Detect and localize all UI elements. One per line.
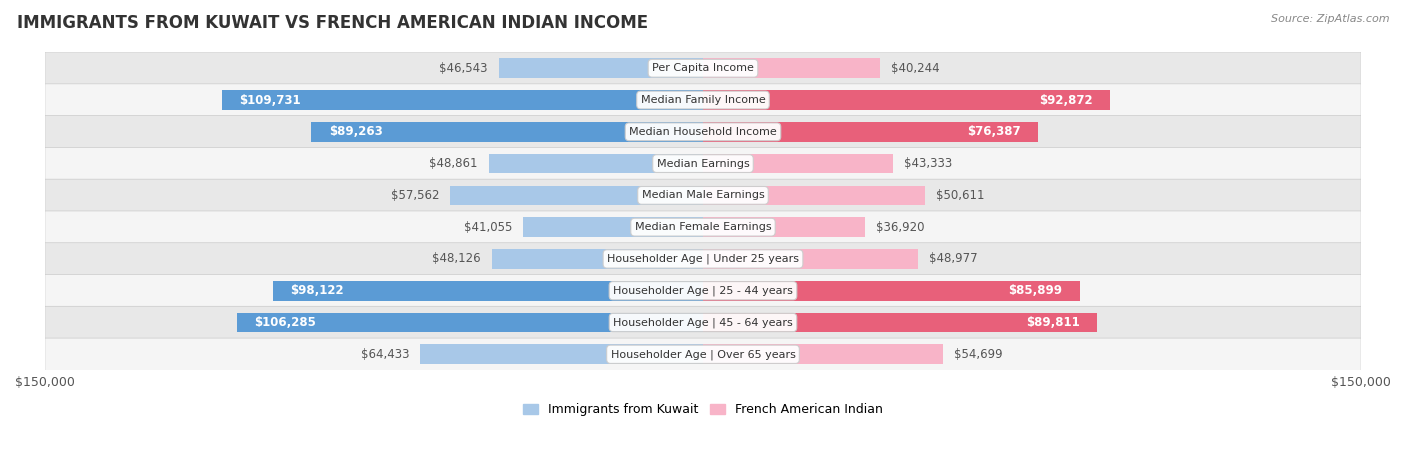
Text: IMMIGRANTS FROM KUWAIT VS FRENCH AMERICAN INDIAN INCOME: IMMIGRANTS FROM KUWAIT VS FRENCH AMERICA… — [17, 14, 648, 32]
Text: Householder Age | 45 - 64 years: Householder Age | 45 - 64 years — [613, 317, 793, 328]
Bar — [492, 249, 703, 269]
Text: $98,122: $98,122 — [290, 284, 343, 297]
FancyBboxPatch shape — [45, 275, 1361, 307]
FancyBboxPatch shape — [45, 211, 1361, 243]
FancyBboxPatch shape — [45, 179, 1361, 212]
Bar — [703, 345, 943, 364]
Bar — [703, 281, 1080, 301]
FancyBboxPatch shape — [45, 52, 1361, 85]
Text: $92,872: $92,872 — [1039, 93, 1092, 106]
Text: Median Family Income: Median Family Income — [641, 95, 765, 105]
Text: Median Earnings: Median Earnings — [657, 159, 749, 169]
Text: $48,977: $48,977 — [929, 253, 977, 265]
Text: $41,055: $41,055 — [464, 221, 512, 234]
Text: $46,543: $46,543 — [439, 62, 488, 75]
Bar — [420, 345, 703, 364]
Bar — [703, 217, 865, 237]
Text: $64,433: $64,433 — [361, 348, 409, 361]
FancyBboxPatch shape — [45, 116, 1361, 148]
Text: $54,699: $54,699 — [953, 348, 1002, 361]
FancyBboxPatch shape — [45, 243, 1361, 275]
Bar — [703, 154, 893, 173]
Bar — [703, 90, 1111, 110]
Text: $50,611: $50,611 — [936, 189, 984, 202]
Text: Median Male Earnings: Median Male Earnings — [641, 191, 765, 200]
Legend: Immigrants from Kuwait, French American Indian: Immigrants from Kuwait, French American … — [517, 398, 889, 421]
Bar — [236, 312, 703, 333]
Text: $89,263: $89,263 — [329, 125, 382, 138]
Text: Householder Age | Over 65 years: Householder Age | Over 65 years — [610, 349, 796, 360]
Bar — [703, 185, 925, 205]
Text: Householder Age | Under 25 years: Householder Age | Under 25 years — [607, 254, 799, 264]
Text: Householder Age | 25 - 44 years: Householder Age | 25 - 44 years — [613, 285, 793, 296]
Bar — [703, 122, 1038, 142]
FancyBboxPatch shape — [45, 306, 1361, 339]
Text: $43,333: $43,333 — [904, 157, 952, 170]
Text: $76,387: $76,387 — [967, 125, 1021, 138]
Bar — [703, 58, 880, 78]
Text: $106,285: $106,285 — [254, 316, 316, 329]
Bar — [489, 154, 703, 173]
FancyBboxPatch shape — [45, 338, 1361, 370]
Text: $89,811: $89,811 — [1026, 316, 1080, 329]
Text: $36,920: $36,920 — [876, 221, 924, 234]
Text: $40,244: $40,244 — [890, 62, 939, 75]
FancyBboxPatch shape — [45, 84, 1361, 116]
Text: Source: ZipAtlas.com: Source: ZipAtlas.com — [1271, 14, 1389, 24]
Bar — [523, 217, 703, 237]
Text: $48,126: $48,126 — [432, 253, 481, 265]
Bar — [499, 58, 703, 78]
Text: Median Female Earnings: Median Female Earnings — [634, 222, 772, 232]
Bar — [273, 281, 703, 301]
Bar — [311, 122, 703, 142]
Text: Median Household Income: Median Household Income — [628, 127, 778, 137]
Text: $109,731: $109,731 — [239, 93, 301, 106]
FancyBboxPatch shape — [45, 148, 1361, 180]
Text: $48,861: $48,861 — [429, 157, 478, 170]
Text: Per Capita Income: Per Capita Income — [652, 63, 754, 73]
Text: $57,562: $57,562 — [391, 189, 440, 202]
Bar — [703, 249, 918, 269]
Bar — [703, 312, 1097, 333]
Text: $85,899: $85,899 — [1008, 284, 1063, 297]
Bar — [450, 185, 703, 205]
Bar — [222, 90, 703, 110]
